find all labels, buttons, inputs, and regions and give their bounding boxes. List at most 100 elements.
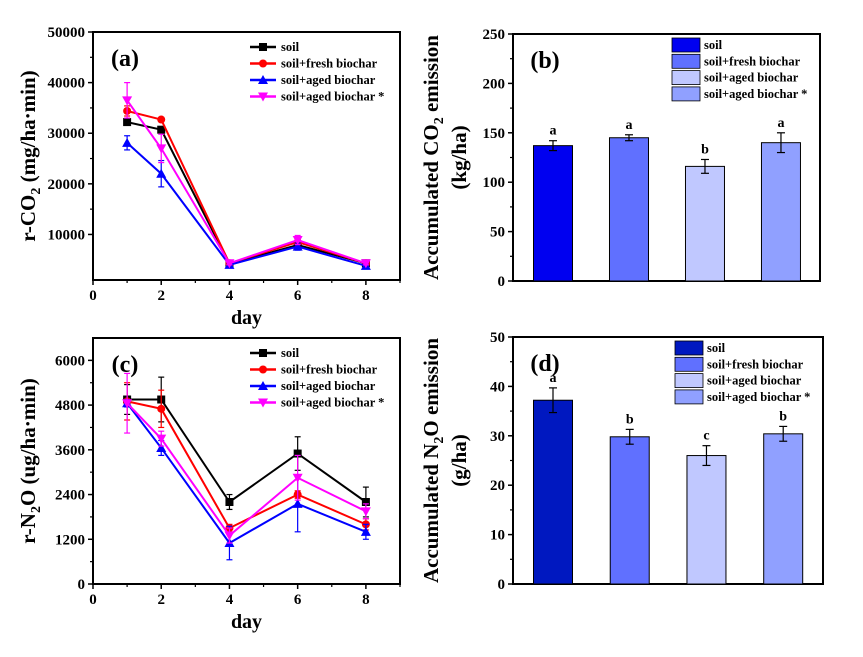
y-axis-label-text: emission: [419, 35, 443, 118]
legend-label: soil: [281, 40, 300, 54]
y-axis-label-text: Accumulated N: [419, 444, 443, 583]
y-axis-label-text: O emission: [419, 338, 443, 437]
legend-label: soil+fresh biochar: [281, 57, 378, 71]
y-axis-label-units: (kg/ha): [447, 125, 471, 189]
legend-swatch: [674, 340, 704, 356]
marker-triangle-down: [122, 96, 133, 106]
x-tick-label: 0: [89, 288, 97, 304]
significance-letter: b: [626, 412, 634, 427]
x-tick-label: 2: [157, 288, 165, 304]
x-tick-label: 6: [294, 592, 302, 608]
x-axis-label: day: [231, 307, 262, 329]
y-axis-label: Accumulated N2O emission: [419, 338, 447, 583]
marker-square: [123, 118, 132, 127]
series-line: [126, 121, 367, 265]
legend-label: soil+aged biochar *: [281, 90, 384, 104]
plot-frame: [92, 31, 401, 281]
significance-letter: a: [550, 371, 557, 386]
marker-triangle-down: [156, 144, 167, 154]
marker-triangle-down: [258, 92, 268, 102]
panel-label: (d): [530, 351, 559, 377]
y-axis-label-units: (g/ha): [447, 434, 471, 487]
marker-triangle-up: [156, 168, 167, 178]
y-axis-label-text: Accumulated CO: [419, 124, 443, 280]
marker-triangle-up: [258, 381, 268, 390]
y-axis-label-text: O (ug/ha·min): [16, 378, 40, 506]
legend-entry: soil+fresh biochar: [674, 356, 804, 372]
marker-triangle-up: [292, 241, 303, 251]
x-tick-label: 8: [362, 592, 370, 608]
x-tick-label: 0: [89, 592, 97, 608]
legend-swatch: [671, 86, 701, 102]
legend-label: soil+fresh biochar: [707, 357, 804, 371]
legend-entry: soil+aged biochar *: [674, 389, 810, 405]
y-tick-label: 50: [490, 330, 505, 346]
marker-triangle-down: [360, 259, 371, 269]
chart-panel-d: 0 10 20 30 40 50 (d) Accumulated N2O emission(g…: [419, 330, 824, 593]
y-tick-label: 40: [490, 379, 505, 395]
y-axis-label: r-N2O (ug/ha·min): [16, 378, 44, 543]
bar: [609, 436, 650, 585]
panel-label: (b): [530, 48, 559, 74]
series-line: [126, 142, 367, 267]
marker-triangle-down: [224, 531, 235, 541]
series-soil: [123, 118, 370, 268]
y-axis-label-subscript: 2: [432, 437, 447, 444]
y-tick-label: 50000: [48, 25, 86, 41]
marker-circle: [259, 59, 267, 68]
y-tick-label: 1200: [55, 532, 85, 548]
legend-entry: soil+aged biochar *: [250, 90, 384, 104]
legend-entry: soil+aged biochar *: [671, 86, 807, 102]
bar: [760, 142, 801, 282]
marker-circle: [157, 115, 166, 124]
significance-letter: c: [703, 429, 709, 444]
y-tick-label: 20000: [48, 177, 86, 193]
plot-frame: [92, 337, 401, 585]
y-tick-label: 3600: [55, 443, 85, 459]
marker-triangle-down: [224, 259, 235, 269]
panel-label: (c): [112, 352, 139, 378]
x-tick-label: 6: [294, 288, 302, 304]
y-axis-label-subscript: 2: [432, 117, 447, 124]
legend-swatch: [671, 37, 701, 53]
x-tick-label: 4: [226, 288, 234, 304]
legend-label: soil+aged biochar *: [281, 396, 384, 410]
y-tick-label: 40000: [48, 76, 86, 92]
y-tick-label: 0: [78, 577, 86, 593]
marker-triangle-down: [360, 507, 371, 517]
y-axis-label-subscript: 2: [29, 188, 44, 195]
y-tick-label: 10000: [48, 227, 86, 243]
marker-square: [157, 125, 166, 134]
y-axis-label-text: r-CO: [16, 195, 40, 242]
legend-label: soil+aged biochar: [281, 379, 376, 393]
marker-square: [225, 498, 234, 506]
y-axis-label: r-CO2 (mg/ha·min): [16, 70, 44, 241]
y-tick-label: 30000: [48, 126, 86, 142]
legend-entry: soil+fresh biochar: [671, 53, 801, 69]
legend-entry: soil: [250, 40, 300, 54]
significance-letter: a: [625, 118, 632, 133]
legend-entry: soil+aged biochar: [674, 373, 802, 389]
marker-square: [361, 498, 370, 506]
legend-entry: soil: [250, 346, 300, 360]
legend-entry: soil+aged biochar *: [250, 396, 384, 410]
y-tick-label: 30: [490, 429, 505, 445]
bar-group: a: [608, 118, 649, 282]
series-soil-aged-biochar: [122, 135, 371, 270]
legend-swatch: [671, 70, 701, 85]
series-line: [126, 402, 367, 538]
marker-square: [293, 449, 302, 458]
legend-swatch: [671, 53, 701, 69]
y-tick-label: 150: [483, 126, 506, 142]
series-soil-aged-biochar: [122, 372, 371, 544]
legend-entry: soil+aged biochar: [250, 73, 376, 87]
y-tick-label: 10: [490, 528, 505, 544]
marker-triangle-up: [122, 137, 133, 147]
bar-group: b: [684, 142, 725, 282]
bar: [608, 137, 649, 282]
bar: [686, 455, 727, 585]
y-tick-label: 6000: [55, 353, 85, 369]
significance-letter: b: [701, 142, 709, 157]
bar-group: a: [533, 371, 573, 585]
y-tick-label: 0: [498, 274, 506, 290]
